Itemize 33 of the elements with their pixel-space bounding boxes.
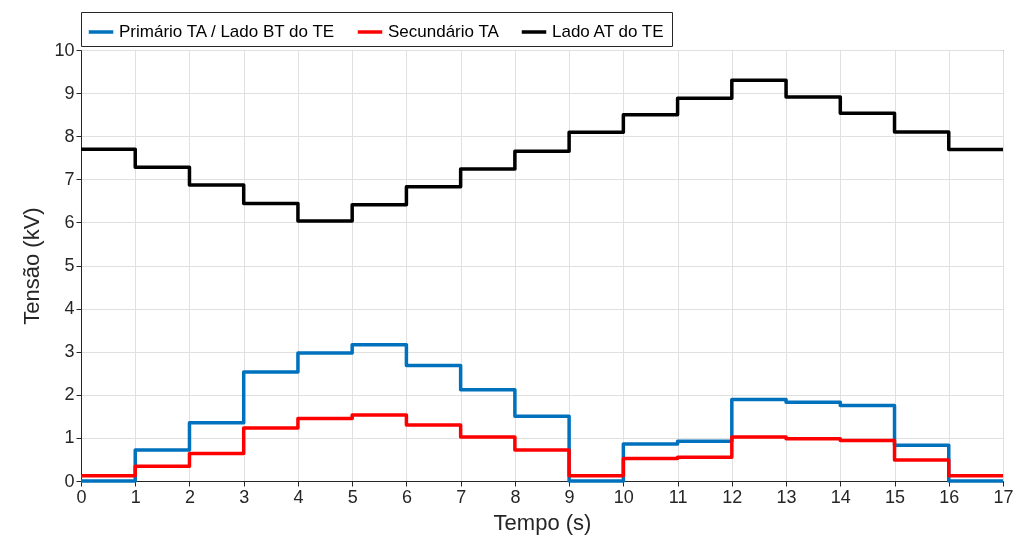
x-tick-label: 5 (347, 486, 358, 507)
x-tick-label: 2 (184, 486, 195, 507)
y-tick-label: 0 (64, 470, 75, 491)
x-tick-label: 7 (456, 486, 467, 507)
x-tick-label: 6 (401, 486, 412, 507)
x-tick-label: 17 (993, 486, 1014, 507)
x-tick-label: 8 (510, 486, 521, 507)
x-tick-label: 13 (776, 486, 797, 507)
y-tick-label: 8 (64, 125, 75, 146)
legend-label: Secundário TA (388, 22, 500, 41)
x-tick-label: 11 (668, 486, 688, 507)
y-tick-label: 3 (64, 341, 75, 362)
x-tick-label: 3 (239, 486, 250, 507)
y-tick-label: 10 (54, 39, 75, 60)
x-tick-label: 14 (830, 486, 851, 507)
y-tick-label: 7 (64, 168, 75, 189)
legend-label: Primário TA / Lado BT do TE (119, 22, 335, 41)
legend-label: Lado AT do TE (552, 22, 664, 41)
y-axis-title: Tensão (kV) (19, 207, 45, 325)
y-tick-label: 9 (64, 82, 75, 103)
y-tick-label: 5 (64, 255, 75, 275)
x-tick-label: 15 (885, 486, 906, 507)
y-tick-label: 4 (64, 298, 75, 319)
x-tick-label: 10 (613, 486, 634, 507)
x-tick-label: 4 (293, 486, 304, 507)
x-tick-label: 12 (722, 486, 743, 507)
y-tick-label: 1 (64, 427, 75, 448)
x-tick-label: 1 (130, 486, 141, 507)
x-tick-label: 9 (564, 486, 575, 507)
x-tick-label: 16 (939, 486, 960, 507)
y-tick-label: 2 (64, 384, 75, 405)
x-axis-title: Tempo (s) (493, 509, 592, 535)
y-tick-label: 6 (64, 211, 75, 232)
